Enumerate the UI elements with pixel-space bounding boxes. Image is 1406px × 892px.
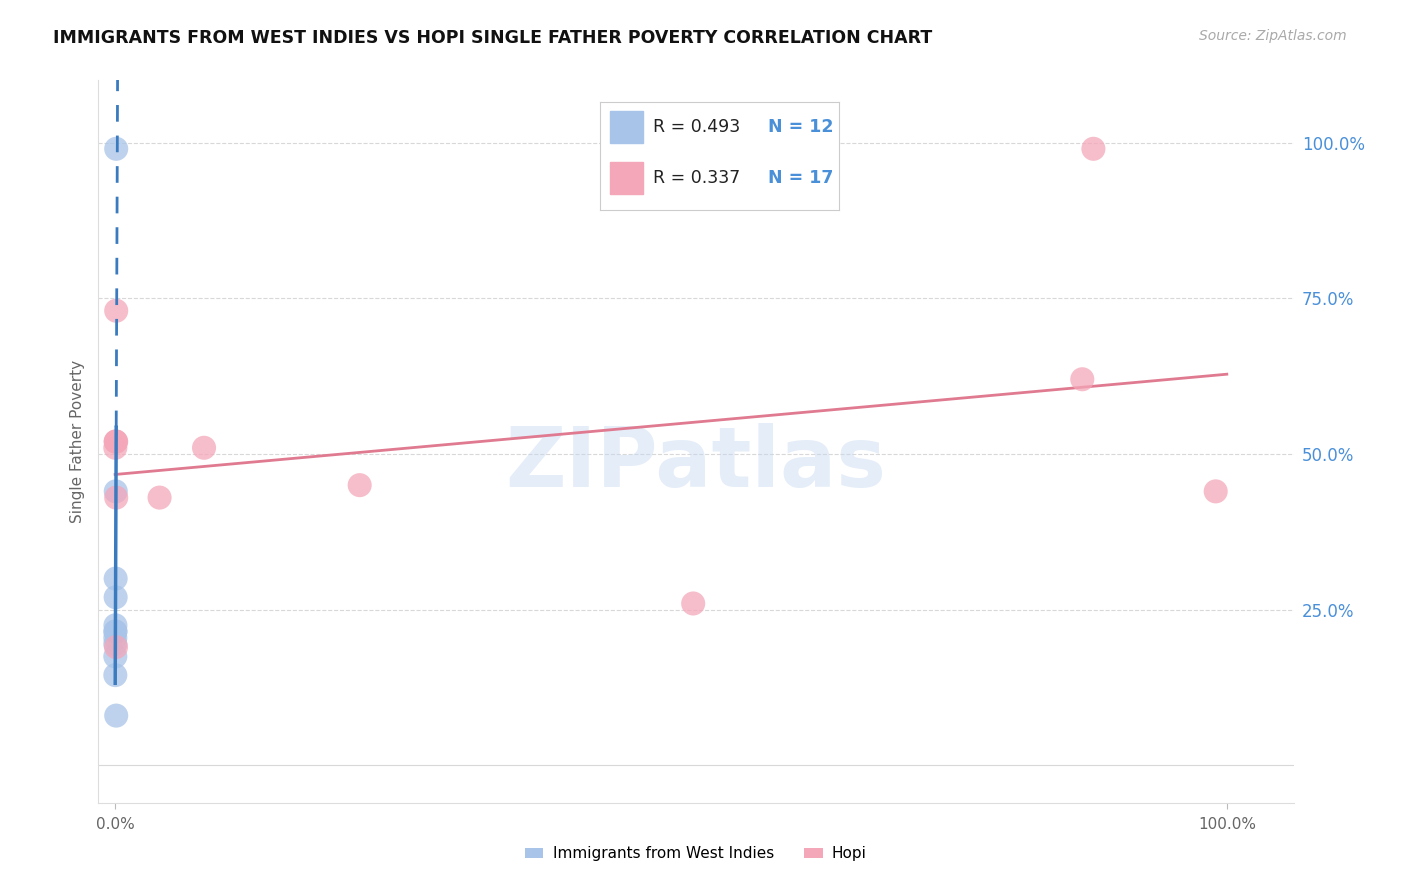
Point xyxy=(104,434,127,449)
Point xyxy=(682,597,704,611)
Point xyxy=(104,572,127,586)
Point xyxy=(104,434,127,449)
Point xyxy=(148,491,170,505)
Point xyxy=(193,441,215,455)
Point xyxy=(104,618,127,632)
Legend: Immigrants from West Indies, Hopi: Immigrants from West Indies, Hopi xyxy=(519,840,873,867)
Text: Source: ZipAtlas.com: Source: ZipAtlas.com xyxy=(1199,29,1347,43)
Point xyxy=(104,637,127,651)
Point xyxy=(349,478,371,492)
Point xyxy=(104,484,127,499)
Point xyxy=(1205,484,1227,499)
Point xyxy=(105,708,128,723)
Text: IMMIGRANTS FROM WEST INDIES VS HOPI SINGLE FATHER POVERTY CORRELATION CHART: IMMIGRANTS FROM WEST INDIES VS HOPI SING… xyxy=(53,29,932,46)
Point xyxy=(104,441,127,455)
Point xyxy=(105,434,128,449)
Point xyxy=(104,668,127,682)
Point xyxy=(104,591,127,605)
Point xyxy=(105,491,128,505)
Y-axis label: Single Father Poverty: Single Father Poverty xyxy=(69,360,84,523)
Point xyxy=(105,303,128,318)
Point xyxy=(1083,142,1105,156)
Point xyxy=(104,624,127,639)
Text: ZIPatlas: ZIPatlas xyxy=(506,423,886,504)
Point xyxy=(1071,372,1094,386)
Point xyxy=(104,649,127,664)
Point xyxy=(104,640,127,654)
Point xyxy=(104,624,127,639)
Point xyxy=(105,142,128,156)
Point xyxy=(104,631,127,645)
